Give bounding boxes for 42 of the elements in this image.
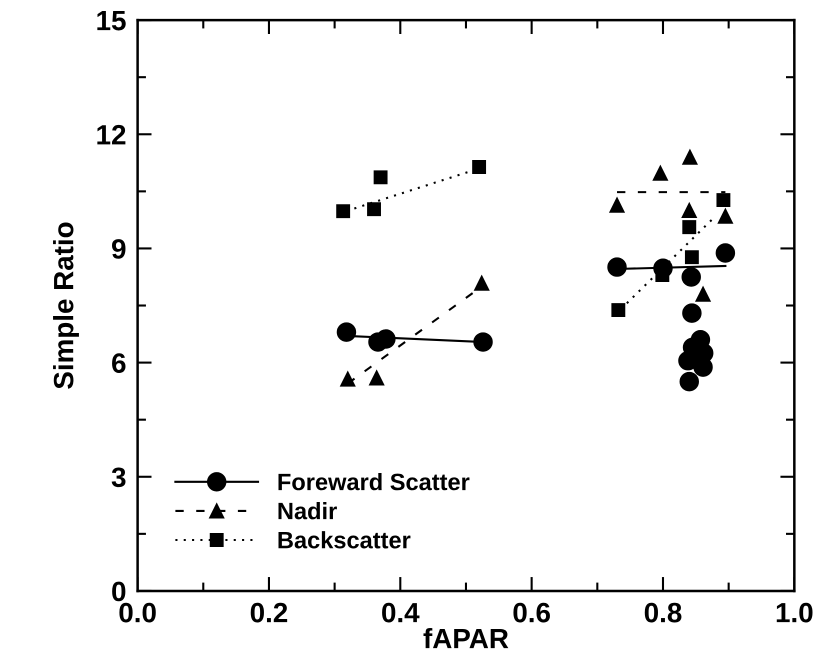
- x-tick-label: 0.6: [513, 602, 550, 622]
- point: [367, 202, 381, 216]
- y-tick-label: 15: [97, 11, 126, 30]
- point: [682, 220, 696, 234]
- x-tick-label: 0.2: [250, 602, 288, 622]
- point: [718, 208, 734, 224]
- point: [652, 165, 668, 181]
- point: [472, 160, 486, 174]
- point: [695, 286, 711, 302]
- legend-label: Foreward Scatter: [278, 472, 470, 490]
- y-tick-label: 6: [112, 353, 126, 373]
- point: [684, 250, 699, 264]
- legend-label: Backscatter: [278, 531, 410, 548]
- point: [336, 322, 356, 342]
- point: [473, 332, 493, 352]
- x-tick-label: 0.4: [382, 602, 420, 622]
- point: [716, 193, 730, 208]
- point: [336, 204, 350, 218]
- x-tick-label: 1.0: [776, 602, 813, 622]
- y-tick-label: 9: [112, 239, 126, 259]
- point: [682, 149, 698, 165]
- x-axis-title: fAPAR: [423, 628, 508, 648]
- point: [611, 303, 626, 318]
- point: [682, 267, 701, 287]
- x-tick-label: 0.8: [644, 602, 682, 622]
- point: [716, 243, 736, 263]
- point: [607, 257, 627, 277]
- x-tick-label: 0.0: [119, 602, 156, 622]
- point: [369, 370, 384, 386]
- y-axis-title: Simple Ratio: [53, 222, 79, 389]
- point: [340, 371, 356, 387]
- y-tick-label: 3: [112, 467, 126, 488]
- point: [678, 350, 698, 370]
- point: [374, 170, 388, 184]
- point: [609, 197, 625, 213]
- y-tick-label: 12: [97, 124, 126, 144]
- y-tick-label: 0: [112, 582, 126, 602]
- point: [680, 372, 699, 392]
- point: [682, 303, 702, 323]
- point: [474, 275, 490, 291]
- legend-label: Nadir: [278, 502, 337, 520]
- point: [682, 202, 697, 218]
